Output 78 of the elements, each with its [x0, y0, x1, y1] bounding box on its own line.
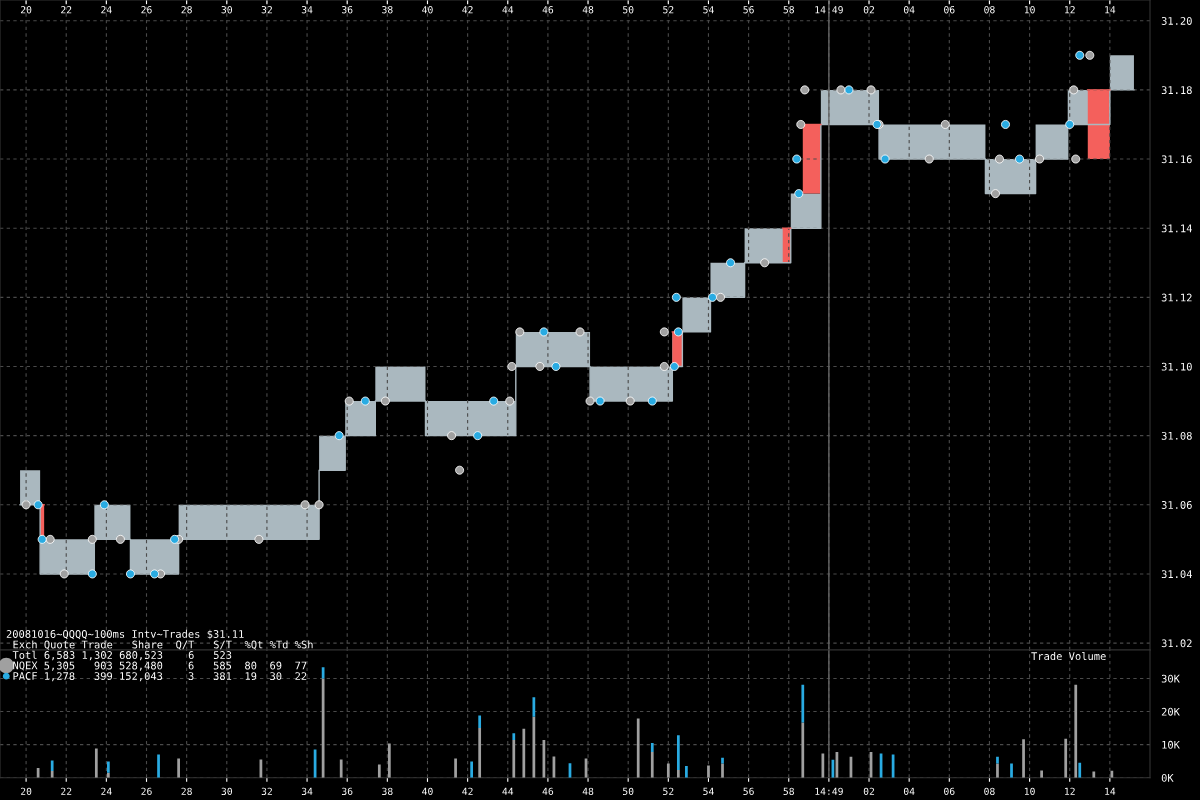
x-tick-label: 32	[261, 787, 272, 795]
x-tick-label: 02	[863, 6, 875, 14]
x-tick-label: 54	[703, 787, 714, 795]
x-tick-label: 26	[141, 787, 152, 795]
x-tick-label: 56	[743, 787, 754, 795]
annotation: Exch Quote Trade Share Q/T S/T %Qt %Td %Sh	[13, 640, 313, 650]
x-tick-label: 28	[181, 6, 192, 14]
x-tick-label: 56	[743, 6, 754, 14]
legend-label: PACF	[13, 672, 37, 680]
x-tick-label: 12	[1065, 6, 1075, 14]
annotation: Totl 6,583 1,302 680,523 6 523	[12, 650, 232, 661]
y-tick-label: 31.18	[1161, 86, 1192, 95]
x-tick-label: 14	[1105, 787, 1116, 795]
legend-label: NQEX	[13, 661, 38, 671]
x-tick-label: 44	[502, 787, 514, 795]
y-tick-label: 30K	[1161, 674, 1180, 683]
x-tick-label: 46	[542, 787, 554, 795]
x-tick-label: 42	[462, 787, 473, 795]
x-tick-label: 08	[984, 6, 995, 14]
annotation: 1,278 399 152,043 3 381 19 30 22	[45, 672, 307, 682]
x-tick-label: 50	[623, 787, 634, 795]
x-tick-label: 40	[422, 787, 433, 795]
y-tick-label: 31.12	[1161, 293, 1192, 302]
x-tick-label: 22	[61, 787, 72, 795]
x-tick-label: 46	[542, 6, 554, 14]
x-tick-label: 38	[382, 787, 393, 795]
x-tick-label: 24	[101, 787, 112, 795]
x-tick-label: 34	[301, 787, 313, 795]
x-tick-label: 22	[61, 6, 72, 14]
x-tick-label: 20	[20, 787, 32, 795]
y-tick-label: 31.02	[1161, 639, 1192, 648]
x-tick-label: 58	[783, 787, 794, 795]
y-tick-label: 31.14	[1161, 224, 1192, 233]
x-tick-label: 36	[342, 787, 353, 795]
x-tick-label: 48	[582, 787, 594, 795]
x-tick-label: 40	[422, 6, 433, 14]
x-tick-label: 26	[141, 6, 152, 14]
y-tick-label: 31.04	[1161, 570, 1192, 579]
x-tick-label: 38	[382, 6, 393, 14]
x-tick-label: 06	[944, 787, 955, 795]
x-tick-label: 54	[703, 6, 714, 14]
x-tick-label: 10	[1024, 6, 1035, 14]
y-tick-label: 31.10	[1161, 362, 1192, 371]
x-tick-label: 10	[1024, 787, 1035, 795]
x-tick-label: 06	[944, 6, 955, 14]
x-tick-label: 42	[462, 6, 473, 14]
annotation: 5,305 903 528,480 6 585 80 69 77	[44, 661, 307, 671]
x-tick-label: 04	[903, 787, 915, 795]
annotation: 20081016~QQQQ~100ms Intv~Trades $31.11	[6, 629, 244, 640]
x-tick-label: 52	[663, 6, 674, 14]
x-tick-label: 32	[261, 6, 272, 14]
x-tick-label: 44	[502, 6, 514, 14]
y-tick-label: 31.20	[1161, 17, 1192, 25]
x-tick-label: 04	[903, 6, 915, 14]
x-tick-label: 14	[1105, 6, 1116, 14]
x-tick-label: 34	[301, 6, 313, 14]
x-tick-label: 28	[181, 787, 192, 795]
x-tick-label: 50	[623, 6, 634, 14]
x-tick-label: 58	[783, 6, 794, 14]
y-tick-label: 31.16	[1161, 155, 1192, 164]
x-tick-label: 30	[221, 787, 233, 795]
x-tick-label: 24	[101, 6, 112, 14]
y-tick-label: 31.06	[1161, 501, 1192, 509]
x-tick-label: 12	[1065, 787, 1075, 795]
x-tick-label: 36	[342, 6, 353, 14]
x-tick-label: 14:49	[815, 787, 843, 795]
x-tick-label: 08	[984, 787, 995, 795]
y-tick-label: 0K	[1161, 773, 1174, 782]
y-tick-label: 20K	[1161, 707, 1180, 716]
x-tick-label: 02	[863, 787, 875, 795]
x-tick-label: 52	[663, 787, 674, 795]
x-tick-label: 20	[20, 6, 32, 14]
x-tick-label: 14:49	[815, 6, 843, 14]
x-tick-label: 30	[221, 6, 233, 14]
chart-title: Trade Volume	[1031, 651, 1106, 661]
x-tick-label: 48	[582, 6, 594, 14]
y-tick-label: 10K	[1162, 740, 1180, 749]
y-tick-label: 31.08	[1161, 431, 1192, 440]
